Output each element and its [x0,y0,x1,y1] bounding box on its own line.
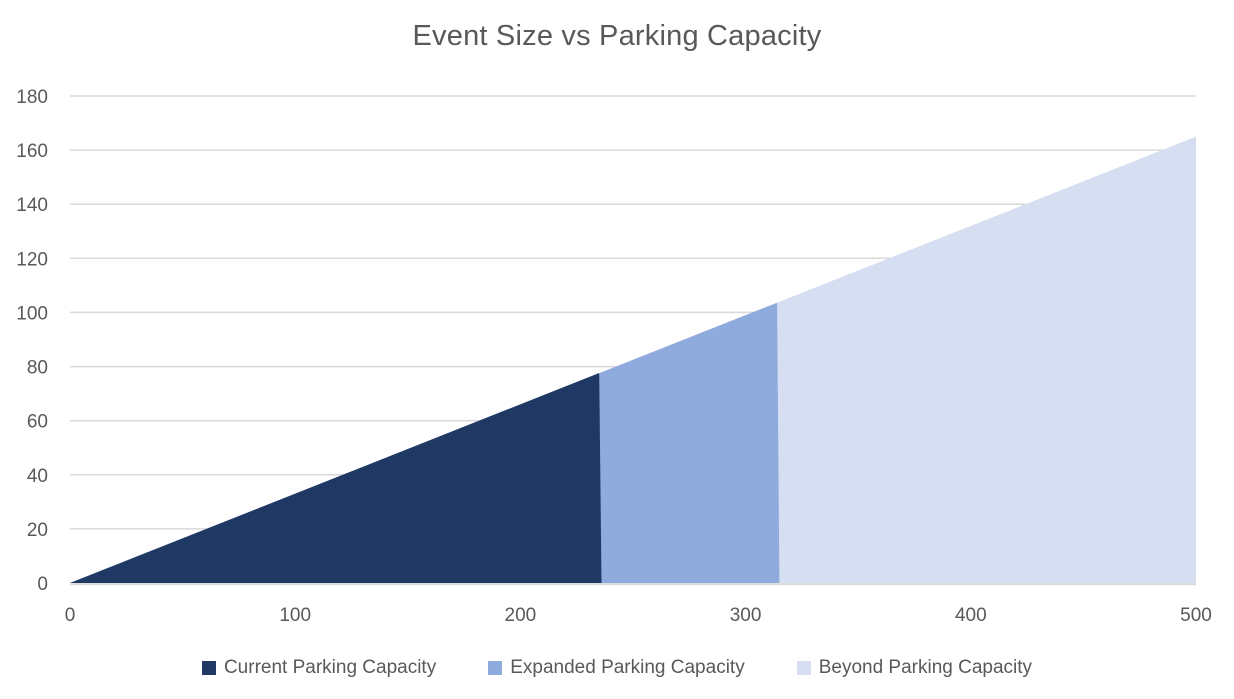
y-tick-label-40: 40 [27,466,48,487]
legend-swatch-current-icon [201,661,216,675]
y-tick-label-160: 160 [16,141,48,162]
y-tick-label-80: 80 [27,358,48,379]
y-tick-label-120: 120 [16,249,48,270]
legend-item-expanded: Expanded Parking Capacity [488,657,745,679]
y-tick-label-140: 140 [16,195,48,216]
area-beyond [70,136,1196,583]
x-tick-label-100: 100 [279,605,311,626]
x-tick-label-300: 300 [730,605,762,626]
legend-swatch-expanded-icon [488,661,503,675]
legend-label-current: Current Parking Capacity [223,657,437,678]
chart-legend: Current Parking Capacity Expanded Parkin… [0,657,1234,679]
legend-swatch-beyond-icon [796,661,811,675]
x-tick-label-500: 500 [1180,605,1212,626]
y-tick-label-0: 0 [37,574,48,595]
x-tick-label-400: 400 [955,605,987,626]
x-tick-label-200: 200 [505,605,537,626]
legend-label-beyond: Beyond Parking Capacity [818,657,1033,678]
y-tick-label-100: 100 [16,303,48,324]
y-tick-label-20: 20 [27,520,48,541]
y-tick-label-60: 60 [27,412,48,433]
legend-item-current: Current Parking Capacity [201,657,437,679]
legend-label-expanded: Expanded Parking Capacity [510,657,745,678]
chart-title: Event Size vs Parking Capacity [412,20,822,52]
x-tick-label-0: 0 [65,605,76,626]
y-tick-label-180: 180 [16,87,48,108]
legend-item-beyond: Beyond Parking Capacity [796,657,1033,679]
area-current [70,373,602,583]
